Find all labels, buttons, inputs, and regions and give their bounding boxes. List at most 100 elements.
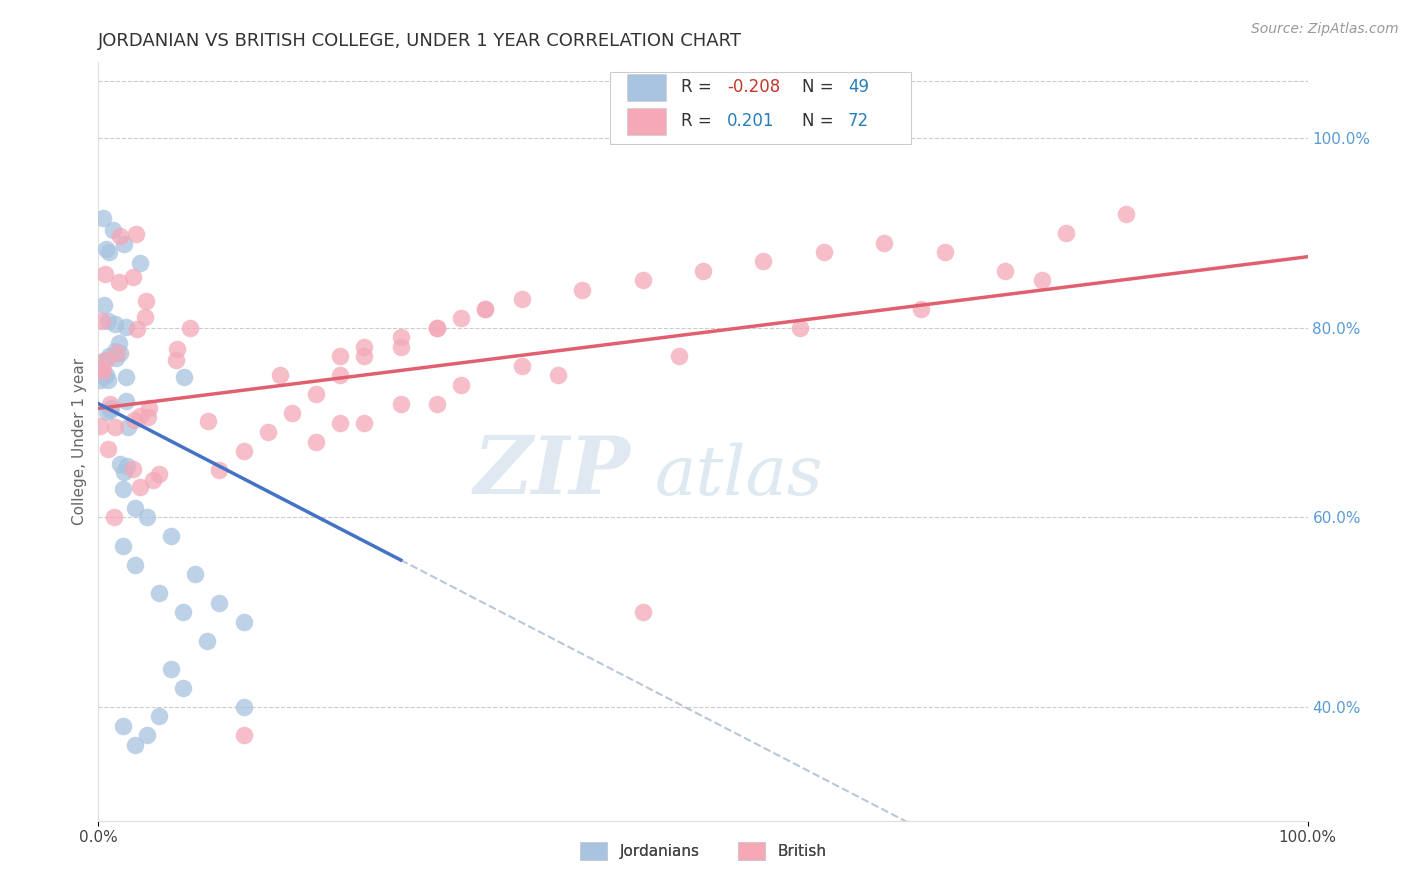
Point (124, 500, 146, 515)
Point (112, 237, 135, 252)
Point (450, 311, 472, 326)
Point (172, 681, 194, 695)
Point (195, 633, 218, 648)
Point (135, 293, 157, 308)
Point (125, 227, 148, 242)
Point (631, 605, 654, 619)
Point (389, 340, 412, 354)
Point (125, 322, 148, 336)
Point (115, 393, 138, 408)
Point (173, 370, 195, 384)
Point (184, 567, 207, 582)
Point (135, 510, 157, 524)
FancyBboxPatch shape (610, 72, 911, 144)
Text: 49: 49 (848, 78, 869, 95)
Point (160, 529, 183, 543)
Point (124, 413, 146, 427)
Point (138, 401, 160, 415)
Point (98, 397, 121, 411)
Point (1054, 226, 1077, 240)
Point (172, 605, 194, 619)
Point (934, 245, 956, 260)
Text: Source: ZipAtlas.com: Source: ZipAtlas.com (1251, 22, 1399, 37)
Point (789, 321, 811, 335)
Point (115, 458, 138, 473)
Point (197, 414, 219, 428)
Point (353, 349, 375, 363)
Point (115, 370, 138, 384)
Point (129, 409, 152, 424)
Point (329, 349, 352, 363)
Point (353, 416, 375, 430)
Point (166, 342, 188, 356)
Point (97, 442, 120, 456)
Point (752, 254, 775, 268)
Text: 0.201: 0.201 (727, 112, 775, 130)
Point (121, 269, 143, 284)
Point (94, 353, 117, 368)
Point (994, 264, 1017, 278)
Point (93, 298, 115, 312)
Point (547, 368, 569, 383)
Point (148, 709, 170, 723)
Point (89, 362, 111, 376)
Point (474, 301, 496, 316)
Point (571, 283, 593, 297)
Point (135, 728, 157, 742)
FancyBboxPatch shape (627, 74, 665, 101)
Point (668, 349, 690, 363)
Point (232, 444, 254, 458)
Point (121, 461, 143, 475)
Point (353, 340, 375, 354)
Point (115, 320, 138, 334)
Point (110, 457, 132, 471)
Point (124, 558, 146, 572)
Point (179, 321, 201, 335)
Point (208, 596, 231, 610)
Point (136, 409, 159, 424)
Point (474, 301, 496, 316)
Text: atlas: atlas (655, 442, 823, 509)
Point (426, 397, 449, 411)
Point (98, 349, 121, 363)
Point (510, 359, 533, 373)
Point (129, 480, 152, 494)
Point (269, 368, 291, 383)
Point (101, 223, 124, 237)
Point (91, 211, 114, 226)
Point (108, 229, 131, 244)
Point (148, 467, 170, 482)
Point (111, 539, 134, 553)
Point (108, 346, 131, 360)
Text: 72: 72 (848, 112, 869, 130)
Text: ZIP: ZIP (474, 434, 630, 510)
Point (89, 418, 111, 433)
Point (232, 615, 254, 629)
Point (329, 416, 352, 430)
Point (692, 264, 714, 278)
Point (94, 268, 117, 282)
Point (450, 377, 472, 392)
Point (108, 336, 131, 351)
Point (94, 368, 117, 383)
Point (510, 293, 533, 307)
FancyBboxPatch shape (627, 108, 665, 135)
Point (426, 321, 449, 335)
Text: N =: N = (803, 78, 839, 95)
Point (160, 662, 183, 676)
Text: N =: N = (803, 112, 839, 130)
Text: R =: R = (682, 78, 717, 95)
Point (98, 245, 121, 260)
Point (96, 405, 118, 419)
Point (97, 373, 120, 387)
Point (104, 317, 127, 331)
Point (117, 420, 139, 434)
Point (100, 401, 122, 416)
Point (426, 321, 449, 335)
Point (100, 402, 122, 417)
Point (631, 273, 654, 287)
Y-axis label: College, Under 1 year: College, Under 1 year (72, 358, 87, 525)
Point (873, 235, 896, 250)
Point (111, 482, 134, 496)
Point (148, 586, 170, 600)
